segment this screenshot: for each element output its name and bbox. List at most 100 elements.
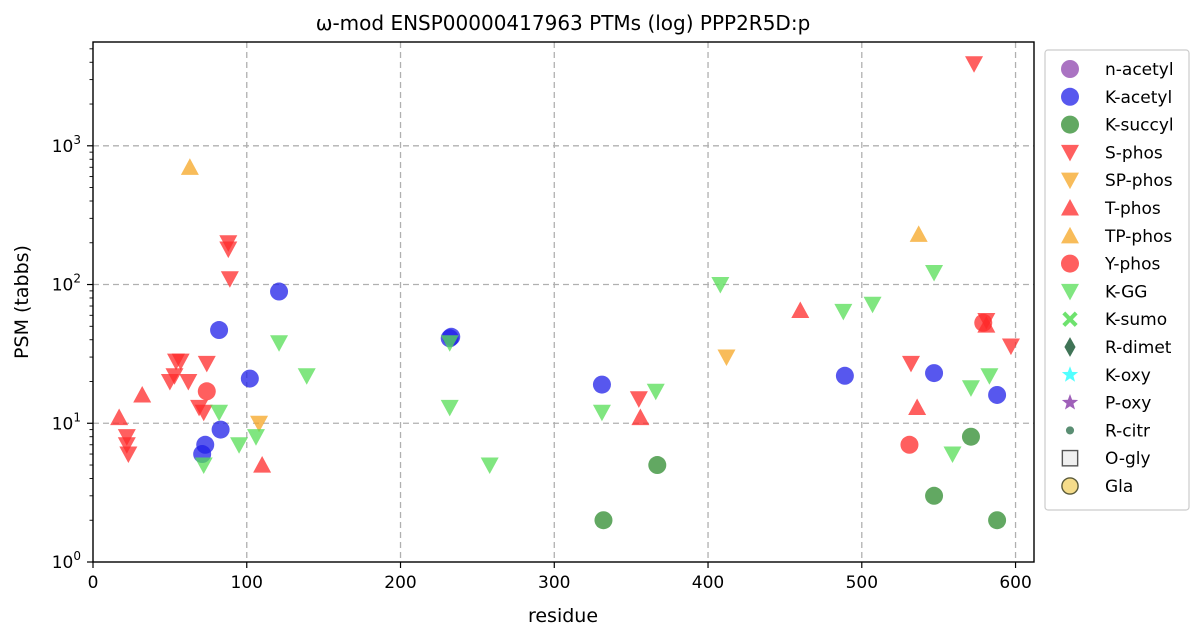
data-point <box>988 511 1007 530</box>
legend-marker <box>1061 115 1079 134</box>
data-point <box>988 385 1007 404</box>
legend-entry: n-acetyl <box>1061 60 1174 80</box>
y-tick-label: 103 <box>52 133 81 157</box>
data-point <box>717 349 736 367</box>
y-axis-title: PSM (tabbs) <box>11 245 33 359</box>
data-point <box>594 511 613 530</box>
x-tick-label: 0 <box>88 573 99 593</box>
legend-label: S-phos <box>1105 143 1163 163</box>
data-point <box>901 355 920 373</box>
legend-label: R-dimet <box>1105 338 1172 358</box>
x-tick-label: 400 <box>692 573 724 593</box>
x-tick-label: 600 <box>999 573 1031 593</box>
legend-label: P-oxy <box>1105 394 1151 414</box>
data-point <box>961 380 980 397</box>
data-point <box>179 373 198 391</box>
data-point <box>965 56 984 73</box>
legend-label: R-citr <box>1105 421 1150 441</box>
data-point <box>648 456 667 475</box>
x-axis-title: residue <box>528 605 598 627</box>
legend-label: T-phos <box>1104 199 1161 219</box>
data-point <box>900 435 919 454</box>
data-point <box>165 368 184 385</box>
data-point <box>197 382 216 401</box>
legend-entry: Y-phos <box>1061 254 1160 275</box>
x-tick-label: 200 <box>384 573 416 593</box>
legend-label: K-oxy <box>1105 366 1151 386</box>
legend-label: K-succyl <box>1105 116 1174 136</box>
legend-marker <box>1061 477 1079 495</box>
data-point <box>250 415 269 433</box>
legend-label: O-gly <box>1105 449 1151 469</box>
data-point <box>909 225 928 242</box>
legend-marker <box>1061 226 1079 244</box>
data-point <box>791 301 810 319</box>
legend-entry: K-oxy <box>1061 366 1151 386</box>
legend-marker <box>1061 449 1079 467</box>
data-point <box>925 264 944 282</box>
data-point <box>270 282 289 301</box>
data-point <box>180 158 199 175</box>
data-point <box>592 404 611 422</box>
legend-marker <box>1061 144 1079 162</box>
legend-label: SP-phos <box>1105 171 1173 191</box>
data-point <box>980 368 999 385</box>
data-point <box>1001 338 1020 356</box>
legend-entry: K-GG <box>1061 282 1147 302</box>
legend-entry: K-sumo <box>1062 310 1167 330</box>
data-point <box>194 457 213 475</box>
legend-frame <box>1044 49 1190 511</box>
legend-entry: K-succyl <box>1061 115 1174 136</box>
legend-entry: R-citr <box>1065 421 1150 441</box>
data-point <box>631 408 650 426</box>
data-point <box>925 364 944 383</box>
data-point <box>440 399 459 417</box>
legend-marker <box>1061 394 1079 410</box>
x-tick-label: 500 <box>846 573 878 593</box>
legend-entry: P-oxy <box>1061 394 1151 414</box>
data-point <box>943 446 962 464</box>
data-point <box>246 429 265 446</box>
data-point <box>863 296 882 314</box>
legend-entry: S-phos <box>1061 143 1163 163</box>
legend-entry: T-phos <box>1061 199 1161 219</box>
data-point <box>711 276 730 294</box>
data-point <box>834 303 853 321</box>
data-point <box>646 383 665 401</box>
data-point <box>908 398 927 416</box>
legend-marker <box>1061 283 1079 301</box>
legend-label: Gla <box>1105 477 1133 497</box>
y-tick-label: 101 <box>52 410 81 434</box>
chart-title: ω-mod ENSP00000417963 PTMs (log) PPP2R5D… <box>316 11 811 35</box>
data-point <box>119 446 138 464</box>
data-point <box>592 375 611 394</box>
data-points <box>110 56 1020 530</box>
x-tick-label: 100 <box>231 573 263 593</box>
data-point <box>210 404 229 422</box>
legend-entry: SP-phos <box>1061 171 1173 191</box>
legend-marker <box>1061 254 1079 273</box>
legend-label: K-acetyl <box>1105 88 1172 108</box>
legend-label: TP-phos <box>1104 227 1172 247</box>
data-point <box>253 456 272 473</box>
data-point <box>629 391 648 408</box>
data-point <box>211 420 230 439</box>
legend-entry: TP-phos <box>1061 227 1172 247</box>
data-point <box>961 427 980 446</box>
x-tick-label: 300 <box>538 573 570 593</box>
legend-entry: R-dimet <box>1064 337 1172 358</box>
data-point <box>925 486 944 505</box>
legend-label: K-GG <box>1105 282 1147 302</box>
legend-marker <box>1061 172 1079 190</box>
legend-entry: K-acetyl <box>1061 87 1172 108</box>
data-point <box>133 385 152 403</box>
data-point <box>480 457 499 475</box>
data-point <box>270 335 289 352</box>
legend-marker <box>1061 199 1079 216</box>
data-point <box>197 355 216 373</box>
data-point <box>117 429 136 446</box>
grid <box>93 42 1034 562</box>
legend-marker <box>1061 60 1079 78</box>
